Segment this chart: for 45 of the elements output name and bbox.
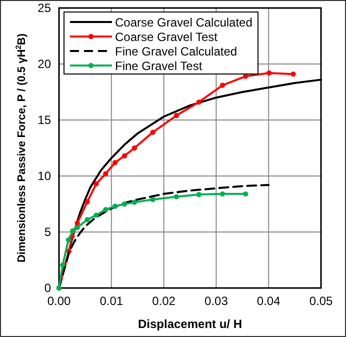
y-tick-label: 15 (38, 113, 52, 127)
y-tick-label: 5 (44, 225, 52, 239)
y-tick-label: 25 (38, 1, 52, 15)
point (220, 82, 226, 88)
point (112, 160, 118, 166)
point (94, 212, 99, 218)
point (196, 192, 202, 198)
x-tick-label: 0.00 (47, 294, 71, 308)
point (290, 71, 296, 77)
point (174, 112, 179, 118)
x-tick-label: 0.02 (152, 294, 176, 308)
y-tick-label: 10 (38, 169, 52, 183)
legend-label: Fine Gravel Calculated (115, 44, 238, 58)
point (122, 153, 128, 158)
x-axis-title: Displacement u/ H (138, 317, 242, 331)
x-tick-label: 0.03 (204, 294, 228, 308)
legend-label: Coarse Gravel Calculated (115, 16, 252, 30)
point (74, 220, 80, 226)
point (132, 145, 138, 151)
x-tick-label: 0.01 (100, 294, 124, 308)
x-tick-label: 0.04 (256, 294, 281, 308)
legend-label: Fine Gravel Test (115, 59, 203, 73)
point (174, 194, 179, 200)
point (132, 200, 138, 205)
point (103, 171, 108, 176)
point (220, 191, 226, 197)
point (242, 191, 248, 197)
point (70, 228, 76, 234)
point (84, 199, 90, 204)
y-tick-label: 20 (38, 57, 52, 71)
point (266, 70, 272, 76)
point (84, 217, 90, 222)
x-tick-label: 0.05 (309, 294, 333, 308)
point (150, 130, 156, 135)
point (60, 262, 66, 268)
point (196, 99, 202, 105)
y-tick-label: 0 (44, 281, 52, 295)
point (74, 224, 80, 230)
legend-label: Coarse Gravel Test (115, 30, 218, 44)
point (66, 237, 72, 242)
point (94, 181, 99, 186)
point (122, 201, 128, 207)
point (150, 196, 156, 202)
point (103, 207, 108, 212)
point (112, 204, 118, 209)
